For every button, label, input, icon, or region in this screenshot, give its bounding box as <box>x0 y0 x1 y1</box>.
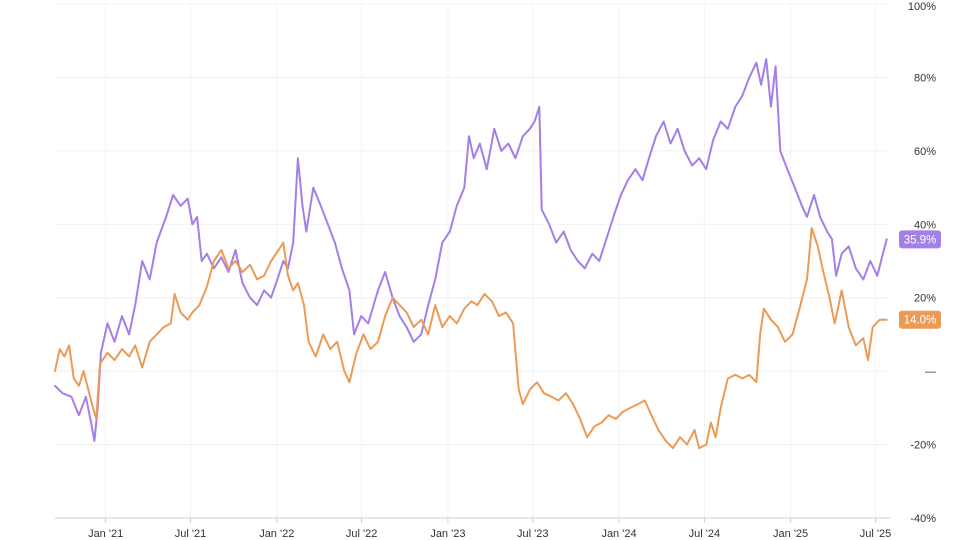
end-label-badge <box>899 310 941 329</box>
y-tick-label: -20% <box>910 440 936 452</box>
series-line-1 <box>54 227 888 450</box>
x-tick-label: Jan '23 <box>430 528 465 540</box>
x-tick-label: Jul '22 <box>346 528 377 540</box>
y-tick-label: -40% <box>910 513 936 525</box>
x-axis-ticks: Jan '21 Jul '21 Jan '22 Jul '22 Jan '23 Jul '… <box>88 518 891 540</box>
x-tick-label: Jul '21 <box>175 528 206 540</box>
series-line-0 <box>54 58 888 442</box>
x-tick-label: Jul '25 <box>860 528 891 540</box>
y-tick-label: 40% <box>914 219 936 231</box>
x-tick-label: Jan '24 <box>601 528 636 540</box>
end-label-value: 35.9% <box>904 234 937 246</box>
x-tick-label: Jan '25 <box>773 528 808 540</box>
x-tick-label: Jul '23 <box>517 528 548 540</box>
end-label-value: 14.0% <box>904 315 937 327</box>
y-tick-label: 60% <box>914 146 936 158</box>
y-tick-label: — <box>925 366 936 378</box>
horizontal-grid <box>55 3 890 519</box>
end-label-badge <box>899 230 941 249</box>
x-tick-label: Jan '21 <box>88 528 123 540</box>
series-layer <box>54 58 888 450</box>
end-label-1: 14.0% <box>899 310 941 329</box>
end-label-0: 35.9% <box>899 230 941 249</box>
x-tick-label: Jan '22 <box>259 528 294 540</box>
y-tick-label: 20% <box>914 293 936 305</box>
x-tick-label: Jul '24 <box>689 528 720 540</box>
y-axis-ticks: 100% 80% 60% 40% 20% — -20% -40% <box>908 1 936 525</box>
y-tick-label: 80% <box>914 72 936 84</box>
end-labels: 35.9% 14.0% <box>899 230 941 329</box>
y-tick-label: 100% <box>908 1 936 13</box>
vertical-grid <box>105 4 876 518</box>
